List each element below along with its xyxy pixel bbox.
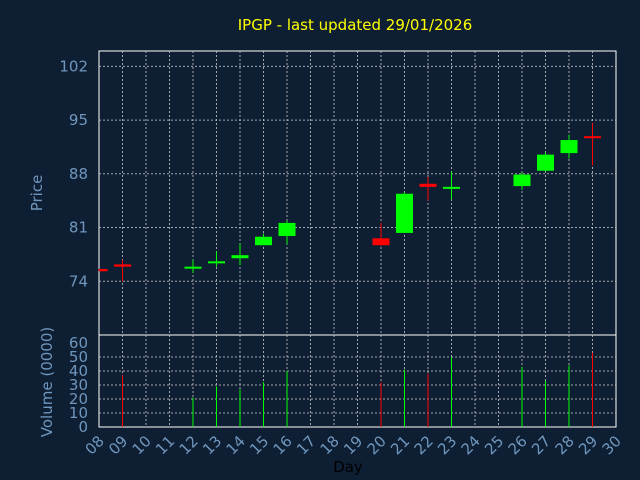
candles [98,123,601,282]
x-tick-label: 18 [317,432,343,458]
price-axis-label: Price [28,175,46,212]
x-tick-label: 30 [599,432,625,458]
x-tick-label: 22 [411,432,437,458]
price-tick-label: 102 [59,57,88,75]
x-tick-label: 13 [199,432,225,458]
volume-axis-label: Volume (0000) [38,327,56,437]
x-tick-label: 27 [528,432,554,458]
volume-tick-label: 30 [69,376,88,394]
volume-tick-label: 40 [69,362,88,380]
candle-body [419,183,437,187]
candle-body [372,238,390,246]
volume-tick-label: 10 [69,404,88,422]
price-tick-label: 81 [69,219,88,237]
candle-body [513,174,531,187]
candle-body [114,264,131,267]
x-tick-label: 25 [481,432,507,458]
x-tick-label: 09 [105,432,131,458]
x-tick-label: 23 [434,432,460,458]
x-axis-label: Day [333,458,363,476]
candle-body [208,261,225,264]
candle-body [443,186,460,189]
x-tick-label: 12 [176,432,202,458]
volume-tick-label: 0 [78,418,88,436]
x-tick-label: 17 [293,432,319,458]
x-tick-label: 29 [575,432,601,458]
x-tick-label: 19 [340,432,366,458]
x-tick-label: 10 [129,432,155,458]
volume-tick-label: 50 [69,348,88,366]
candle-body [99,268,108,272]
candle-body [537,154,554,171]
price-tick-label: 88 [69,165,88,183]
candle-body [560,140,578,154]
x-tick-label: 20 [364,432,390,458]
volume-bars [122,352,593,427]
x-tick-label: 14 [223,432,249,458]
x-tick-label: 21 [387,432,413,458]
chart-title: IPGP - last updated 29/01/2026 [238,16,473,34]
candle-body [184,266,202,269]
x-tick-label: 28 [552,432,578,458]
candle-body [278,222,296,236]
x-tick-label: 11 [152,432,178,458]
x-tick-label: 08 [82,432,108,458]
tick-labels: 0809101112131415161718192021222324252627… [59,57,624,458]
x-tick-label: 16 [270,432,296,458]
x-tick-label: 15 [246,432,272,458]
grid [99,51,616,427]
volume-tick-label: 60 [69,334,88,352]
x-tick-label: 24 [458,432,484,458]
price-tick-label: 74 [69,272,88,290]
candle-body [584,136,601,139]
volume-tick-label: 20 [69,390,88,408]
candle-body [396,193,413,233]
candle-body [255,236,272,246]
price-tick-label: 95 [69,111,88,129]
candle-body [231,255,249,259]
x-tick-label: 26 [505,432,531,458]
